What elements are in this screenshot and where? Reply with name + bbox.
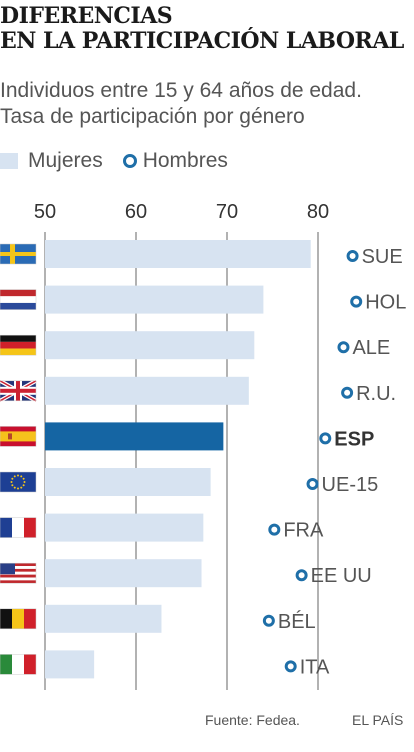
x-tick-label: 60 [125, 201, 147, 223]
country-label: ESP [334, 428, 374, 450]
bar-women-ee-uu [45, 559, 202, 588]
marker-men-hol [350, 295, 363, 308]
x-tick-label: 80 [307, 201, 329, 223]
marker-men-fra [268, 523, 281, 536]
marker-men-sue [346, 250, 359, 262]
publisher-credit: EL PAÍS [352, 712, 404, 728]
bar-women-ale [45, 331, 255, 360]
chart-title: DIFERENCIAS EN LA PARTICIPACIÓN LABORAL [0, 4, 410, 54]
country-label: HOL [365, 292, 406, 314]
country-label: SUE [362, 246, 403, 268]
bar-women-fra [45, 513, 204, 542]
flag-united-states-icon [0, 562, 37, 584]
marker-men-ale [337, 341, 350, 354]
flag-netherlands-icon [0, 289, 37, 310]
flag-italy-icon [0, 654, 37, 675]
flag-germany-icon [0, 334, 37, 356]
marker-men-esp [319, 432, 332, 445]
flag-belgium-icon [0, 608, 37, 630]
x-tick-label: 70 [216, 201, 238, 223]
country-label: ITA [300, 656, 330, 678]
bar-women-ue-15 [45, 468, 211, 496]
country-label: BÉL [278, 610, 316, 633]
country-label: UE-15 [322, 474, 379, 496]
country-label: R.U. [356, 383, 396, 405]
legend-men-marker-icon [122, 154, 137, 168]
marker-men-ita [284, 660, 297, 673]
subtitle-line-2: Tasa de participación por género [0, 105, 305, 128]
legend-women-swatch [0, 153, 18, 169]
chart-subtitle: Individuos entre 15 y 64 años de edad. T… [0, 78, 414, 130]
legend-men-label: Hombres [142, 149, 228, 172]
subtitle-line-1: Individuos entre 15 y 64 años de edad. [0, 79, 362, 102]
flag-france-icon [0, 517, 37, 538]
bar-women-b-l [45, 604, 162, 633]
bar-women-hol [45, 285, 264, 314]
legend-women-label: Mujeres [28, 149, 103, 172]
bar-women-r-u- [45, 376, 249, 405]
marker-men-ue-15 [306, 478, 319, 490]
marker-men-r-u- [341, 386, 354, 399]
legend: Mujeres Hombres [0, 148, 228, 174]
bar-women-sue [45, 240, 311, 268]
source-note: Fuente: Fedea. [205, 712, 300, 728]
bar-women-ita [45, 650, 95, 679]
title-line-2: EN LA PARTICIPACIÓN LABORAL [0, 28, 404, 54]
flag-european-union-icon [0, 471, 37, 493]
flag-spain-icon [0, 426, 37, 447]
x-tick-label: 50 [34, 201, 56, 223]
marker-men-b-l [262, 614, 275, 627]
flag-united-kingdom-icon [0, 379, 37, 403]
bar-chart: 50 60 70 80 SUE HOL ALE R.U. ESP UE-15 FRA EE UU BÉL… [0, 201, 406, 690]
flag-sweden-icon [0, 243, 37, 265]
country-label: FRA [283, 520, 324, 542]
title-line-1: DIFERENCIAS [0, 3, 173, 29]
country-label: EE UU [311, 565, 372, 587]
marker-men-ee-uu [295, 569, 308, 582]
country-label: ALE [352, 337, 390, 359]
bar-women-esp [45, 422, 224, 451]
